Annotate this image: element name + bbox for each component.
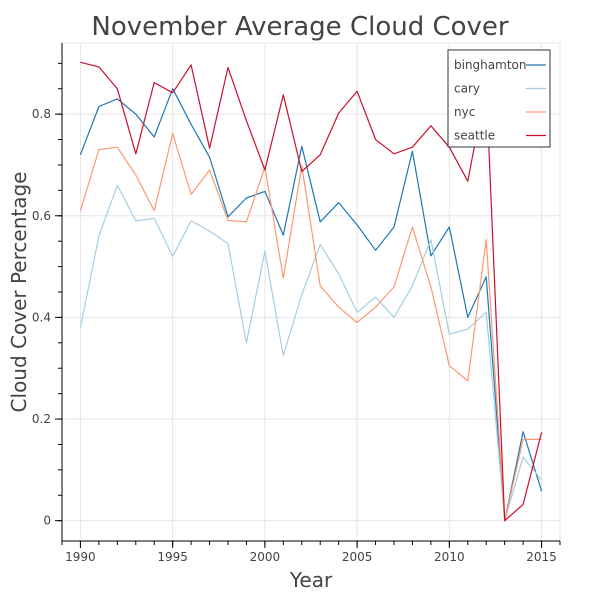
series-line-seattle [80,61,543,522]
x-tick-label: 2005 [342,550,373,564]
legend-label-binghamton: binghamton [454,58,526,72]
legend-label-nyc: nyc [454,105,475,119]
x-tick-label: 2000 [250,550,281,564]
chart-title: November Average Cloud Cover [91,12,509,42]
x-tick-label: 2010 [434,550,465,564]
legend-label-cary: cary [454,82,480,96]
y-tick-label: 0 [43,514,51,528]
y-tick-label: 0.8 [32,107,51,121]
x-tick-label: 2015 [526,550,557,564]
series-line-cary [79,184,543,522]
legend-label-seattle: seattle [454,129,495,143]
y-tick-label: 0.2 [32,412,51,426]
y-tick-label: 0.6 [32,209,51,223]
x-tick-label: 1990 [65,550,96,564]
series-line-binghamton [79,88,543,522]
legend: binghamton cary nyc seattle [447,49,551,148]
y-axis-label: Cloud Cover Percentage [7,172,31,413]
x-tick-label: 1995 [157,550,188,564]
legend-box [447,49,551,148]
series-line-nyc [79,132,542,522]
plot-area: 1990 1995 2000 2005 2010 2015 0 0.2 0.4 0.6 0.8 bin… [32,42,561,564]
x-axis-label: Year [289,568,333,592]
y-tick-label: 0.4 [32,310,51,324]
